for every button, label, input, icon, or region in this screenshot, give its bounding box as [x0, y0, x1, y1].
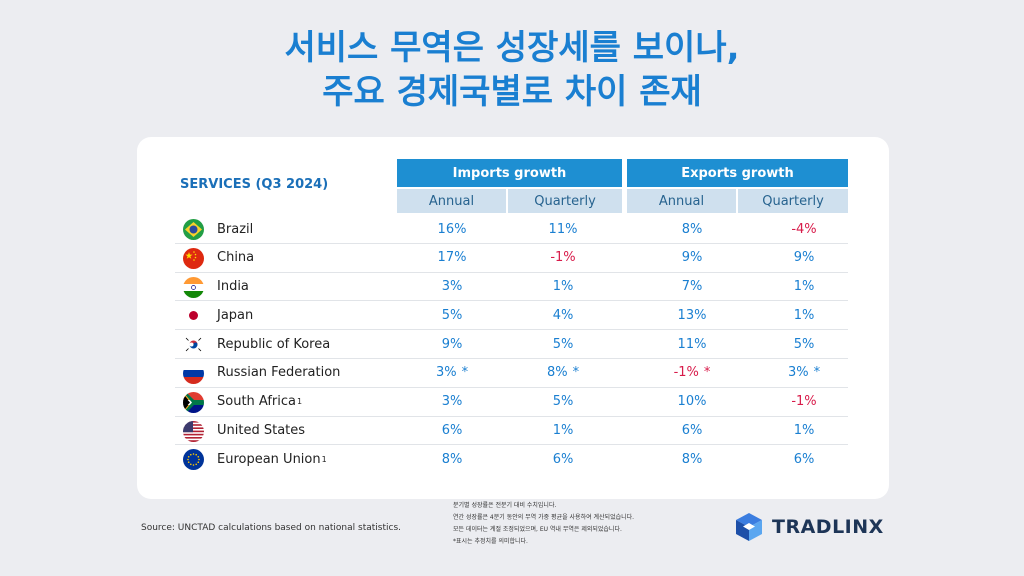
country-name: Russian Federation [217, 365, 341, 381]
country-name: United States [217, 423, 306, 439]
country-name: South Africa 1 [217, 394, 303, 410]
value-imports-annual: 3% * [435, 365, 469, 381]
value-exports-quarterly: 3% * [787, 365, 821, 381]
value-imports-quarterly: 5% [552, 336, 574, 352]
value-imports-quarterly: 1% [552, 423, 574, 439]
russia-flag-icon [183, 362, 204, 384]
value-exports-quarterly: -4% [791, 221, 817, 237]
page-title: 서비스 무역은 성장세를 보이나, 주요 경제국별로 차이 존재 [0, 26, 1024, 114]
value-imports-quarterly: 8% * [546, 365, 580, 381]
footnote: 연간 성장률은 4분기 동안의 무역 가중 평균을 사용하여 계산되었습니다. [453, 514, 635, 521]
value-exports-quarterly: -1% [791, 394, 817, 410]
value-exports-annual: 13% [677, 307, 707, 323]
value-exports-annual: 8% [681, 221, 703, 237]
title-line-2: 주요 경제국별로 차이 존재 [322, 72, 702, 112]
table-row: India 3% 1% 7% 1% [175, 273, 848, 302]
value-exports-quarterly: 9% [793, 250, 815, 266]
value-exports-annual: -1% * [673, 365, 711, 381]
value-imports-annual: 9% [441, 336, 463, 352]
title-line-1: 서비스 무역은 성장세를 보이나, [284, 28, 740, 68]
value-imports-annual: 5% [441, 307, 463, 323]
sub-header-imports-quarterly: Quarterly [508, 189, 622, 213]
footnote-marker: 1 [297, 397, 303, 407]
footnote: 모든 데이터는 계절 조정되었으며, EU 역내 무역은 제외되었습니다. [453, 526, 622, 533]
value-exports-annual: 6% [681, 423, 703, 439]
brand-logo: TRADLINX [734, 512, 884, 542]
value-exports-quarterly: 1% [793, 307, 815, 323]
value-imports-annual: 16% [437, 221, 467, 237]
japan-flag-icon [183, 305, 204, 327]
estimate-marker: * [703, 365, 711, 381]
value-imports-annual: 3% [441, 279, 463, 295]
estimate-marker: * [572, 365, 580, 381]
value-exports-annual: 11% [677, 336, 707, 352]
table-row: Brazil 16% 11% 8% -4% [175, 215, 848, 244]
value-imports-quarterly: 6% [552, 451, 574, 467]
table-row: Republic of Korea 9% 5% 11% 5% [175, 330, 848, 359]
country-name: European Union 1 [217, 451, 327, 467]
value-imports-quarterly: -1% [550, 250, 576, 266]
table-card: SERVICES (Q3 2024) Imports growth Export… [137, 137, 889, 499]
footnote-marker: 1 [321, 454, 327, 464]
table-row: China 17% -1% 9% 9% [175, 244, 848, 273]
korea-flag-icon [183, 334, 204, 356]
value-imports-quarterly: 4% [552, 307, 574, 323]
india-flag-icon [183, 276, 204, 298]
country-name: Republic of Korea [217, 336, 331, 352]
value-imports-quarterly: 1% [552, 279, 574, 295]
country-name: Brazil [217, 221, 254, 237]
sub-header-exports-annual: Annual [627, 189, 736, 213]
tradlinx-logo-icon [736, 513, 762, 541]
country-name: Japan [217, 307, 254, 323]
eu-flag-icon [183, 449, 204, 471]
footnotes: 분기별 성장률은 전분기 대비 수치입니다. 연간 성장률은 4분기 동안의 무… [453, 500, 634, 548]
value-imports-annual: 17% [437, 250, 467, 266]
estimate-marker: * [461, 365, 469, 381]
section-label: SERVICES (Q3 2024) [180, 177, 329, 192]
table-row: United States 6% 1% 6% 1% [175, 417, 848, 446]
country-name: China [217, 250, 255, 266]
south-africa-flag-icon [183, 391, 204, 413]
value-exports-quarterly: 6% [793, 451, 815, 467]
value-imports-quarterly: 11% [548, 221, 578, 237]
country-name: India [217, 279, 249, 295]
value-imports-annual: 8% [441, 451, 463, 467]
value-exports-annual: 8% [681, 451, 703, 467]
value-exports-annual: 10% [677, 394, 707, 410]
brazil-flag-icon [183, 219, 204, 240]
table-row: Russian Federation 3% * 8% * -1% * 3% * [175, 359, 848, 388]
value-exports-annual: 7% [681, 279, 703, 295]
footnote: *표시는 추정치를 의미합니다. [453, 538, 528, 545]
sub-header-imports-annual: Annual [397, 189, 506, 213]
table-row: European Union 1 8% 6% 8% 6% [175, 445, 848, 474]
estimate-marker: * [813, 365, 821, 381]
sub-header-exports-quarterly: Quarterly [738, 189, 848, 213]
value-imports-quarterly: 5% [552, 394, 574, 410]
china-flag-icon [183, 247, 204, 269]
value-exports-quarterly: 1% [793, 423, 815, 439]
table-row: Japan 5% 4% 13% 1% [175, 301, 848, 331]
exports-group-header: Exports growth [627, 159, 848, 187]
value-exports-annual: 9% [681, 250, 703, 266]
usa-flag-icon [183, 420, 204, 442]
table-row: South Africa 1 3% 5% 10% -1% [175, 388, 848, 417]
source-note: Source: UNCTAD calculations based on nat… [141, 523, 401, 533]
value-imports-annual: 6% [441, 423, 463, 439]
imports-group-header: Imports growth [397, 159, 622, 187]
value-exports-quarterly: 5% [793, 336, 815, 352]
value-imports-annual: 3% [441, 394, 463, 410]
footnote: 분기별 성장률은 전분기 대비 수치입니다. [453, 502, 557, 509]
logo-text: TRADLINX [772, 516, 884, 538]
table-body: Brazil 16% 11% 8% -4% China 17% -1% 9% 9% India 3% 1… [175, 215, 848, 474]
value-exports-quarterly: 1% [793, 279, 815, 295]
